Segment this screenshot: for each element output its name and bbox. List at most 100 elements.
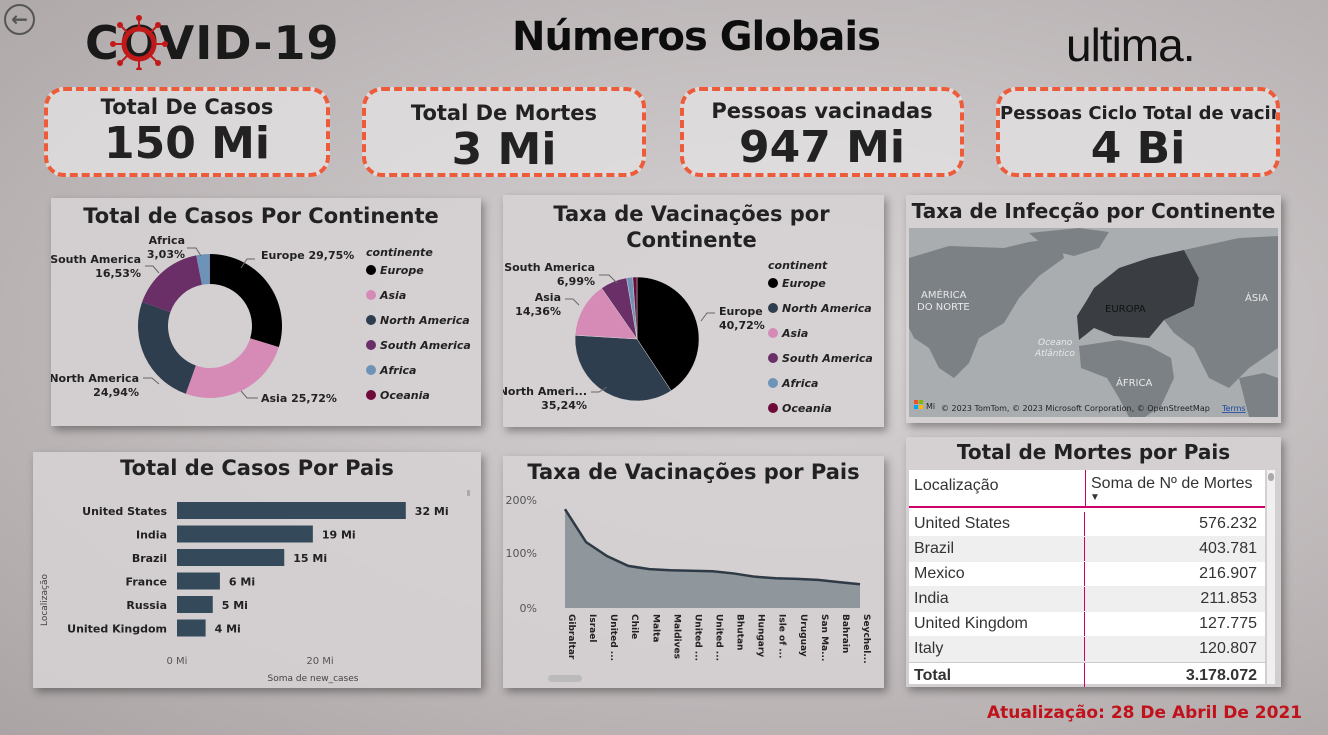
table-body: United States 576.232 Brazil 403.781 Mexico 2…: [909, 512, 1265, 662]
legend-item-north-america[interactable]: North America: [782, 302, 872, 315]
horizontal-scrollbar[interactable]: [548, 675, 582, 682]
legend-item-europe[interactable]: Europe: [380, 264, 424, 277]
legend-marker-north-america: [366, 315, 376, 325]
update-label: Atualização:: [987, 703, 1105, 723]
legend-item-south-america[interactable]: South America: [380, 339, 471, 352]
donut-slice-europe[interactable]: [210, 254, 282, 348]
pie-slice-asia[interactable]: [574, 287, 638, 340]
bar-united-states[interactable]: [177, 502, 406, 519]
pie-label-asia-2: 14,36%: [515, 305, 561, 318]
pie-slice-oceania[interactable]: [632, 276, 638, 340]
column-header-deaths-label: Soma de Nº de Mortes: [1091, 475, 1253, 492]
infection-map-panel: Taxa de Infecção por Continente AMÉRICA …: [906, 195, 1281, 423]
cell-country: United Kingdom: [909, 612, 1085, 636]
bar-united-kingdom[interactable]: [177, 619, 206, 637]
pie-chart[interactable]: Europe 40,72% North Ameri... 35,24% Asia…: [503, 195, 884, 427]
covid-logo-graphic: COVID-19: [85, 15, 339, 73]
legend-marker-oceania: [366, 390, 376, 400]
table-row[interactable]: United Kingdom 127.775: [909, 612, 1265, 637]
table-row[interactable]: Brazil 403.781: [909, 537, 1265, 562]
column-header-deaths[interactable]: Soma de Nº de Mortes ▼: [1085, 470, 1265, 506]
table-row[interactable]: Mexico 216.907: [909, 562, 1265, 587]
bar-chart[interactable]: Localização Soma de new_cases 0 Mi 20 Mi…: [33, 452, 481, 688]
donut-label-sa-1: South America: [51, 253, 141, 266]
donut-legend-title: continente: [366, 246, 433, 259]
bar-label-france: 6 Mi: [229, 576, 255, 589]
kpi-value: 3 Mi: [451, 124, 557, 175]
pie-legend-title: continent: [768, 259, 828, 272]
kpi-total-cases: Total De Casos 150 Mi: [44, 87, 330, 177]
legend-item-south-america[interactable]: South America: [782, 352, 873, 365]
column-header-location[interactable]: Localização: [914, 477, 999, 494]
donut-chart[interactable]: Europe 29,75% Asia 25,72% North America …: [51, 198, 481, 426]
back-button[interactable]: ←: [4, 4, 35, 35]
area-x-tick-13: Bahrain: [840, 614, 850, 653]
area-x-tick-11: Uruguay: [798, 614, 808, 657]
legend-item-oceania[interactable]: Oceania: [782, 402, 832, 415]
legend-marker-north-america: [768, 303, 778, 313]
legend-marker-south-america: [768, 353, 778, 363]
table-scroll-thumb[interactable]: [1268, 473, 1274, 481]
legend-item-europe[interactable]: Europe: [782, 277, 826, 290]
donut-slice-south-america[interactable]: [142, 255, 202, 312]
bar-label-india: 19 Mi: [322, 529, 356, 542]
kpi-value: 947 Mi: [738, 122, 906, 173]
table-row[interactable]: Italy 120.807: [909, 637, 1265, 662]
bar-india[interactable]: [177, 525, 313, 543]
world-map[interactable]: AMÉRICA DO NORTE EUROPA ÁSIA Oceano Atlâ…: [909, 228, 1278, 417]
pie-label-na-2: 35,24%: [541, 399, 587, 412]
bar-france[interactable]: [177, 572, 220, 590]
area-chart[interactable]: 200% 100% 0% Gibraltar Israel United ... Ch…: [503, 456, 884, 688]
legend-item-asia[interactable]: Asia: [781, 327, 808, 340]
scroll-handle[interactable]: [467, 490, 470, 496]
cell-deaths: 403.781: [1199, 540, 1257, 557]
bar-x-tick-0: 0 Mi: [167, 656, 188, 667]
map-attribution: © 2023 TomTom, © 2023 Microsoft Corporat…: [941, 404, 1210, 413]
donut-slice-asia[interactable]: [185, 338, 279, 398]
map-terms-link[interactable]: Terms: [1221, 404, 1246, 413]
pie-slice-north-america[interactable]: [574, 334, 672, 402]
legend-item-africa[interactable]: Africa: [379, 364, 416, 377]
bar-russia[interactable]: [177, 596, 213, 613]
legend-marker-oceania: [768, 403, 778, 413]
legend-item-asia[interactable]: Asia: [379, 289, 406, 302]
vaccination-by-country-panel: Taxa de Vacinações por Pais 200% 100% 0%…: [503, 456, 884, 688]
area-x-tick-1: Israel: [587, 614, 597, 642]
bar-category-france: France: [126, 576, 167, 589]
pie-label-europe-1: Europe: [719, 305, 763, 318]
map-label-na-2: DO NORTE: [917, 302, 970, 313]
pie-label-asia-1: Asia: [535, 291, 561, 304]
area-y-tick-0: 0%: [520, 602, 537, 615]
table-header: Localização Soma de Nº de Mortes ▼: [909, 470, 1265, 508]
map-label-asia: ÁSIA: [1245, 291, 1268, 304]
bar-category-india: India: [136, 529, 167, 542]
legend-item-africa[interactable]: Africa: [781, 377, 818, 390]
legend-item-north-america[interactable]: North America: [380, 314, 470, 327]
bar-brazil[interactable]: [177, 549, 285, 566]
total-value: 3.178.072: [1185, 666, 1257, 684]
table-row[interactable]: India 211.853: [909, 587, 1265, 612]
cell-deaths: 216.907: [1199, 565, 1257, 582]
donut-slice-africa[interactable]: [196, 254, 210, 285]
microsoft-logo-text: Mi: [926, 402, 935, 411]
donut-label-sa-2: 16,53%: [95, 267, 141, 280]
area-x-tick-7: United ...: [714, 614, 724, 661]
area-x-tick-9: Hungary: [756, 614, 766, 657]
panel-title: Total de Casos Por Pais: [120, 456, 394, 480]
legend-marker-asia: [366, 290, 376, 300]
map-label-ocean-1: Oceano: [1038, 338, 1073, 348]
area-x-tick-8: Bhutan: [735, 614, 745, 650]
donut-slice-north-america[interactable]: [138, 301, 196, 394]
table-row[interactable]: United States 576.232: [909, 512, 1265, 537]
table-scrollbar[interactable]: [1267, 470, 1275, 684]
map-label-na-1: AMÉRICA: [921, 288, 967, 301]
area-x-tick-0: Gibraltar: [566, 614, 576, 660]
donut-label-africa-1: Africa: [149, 234, 185, 247]
bar-category-russia: Russia: [126, 599, 167, 612]
legend-item-oceania[interactable]: Oceania: [380, 389, 430, 402]
area-x-tick-4: Malta: [650, 614, 660, 643]
donut-label-africa-2: 3,03%: [147, 248, 185, 261]
panel-title: Taxa de Vacinações por Continente: [503, 201, 884, 253]
kpi-label: Total De Mortes: [410, 101, 598, 125]
panel-title: Taxa de Infecção por Continente: [911, 199, 1276, 223]
